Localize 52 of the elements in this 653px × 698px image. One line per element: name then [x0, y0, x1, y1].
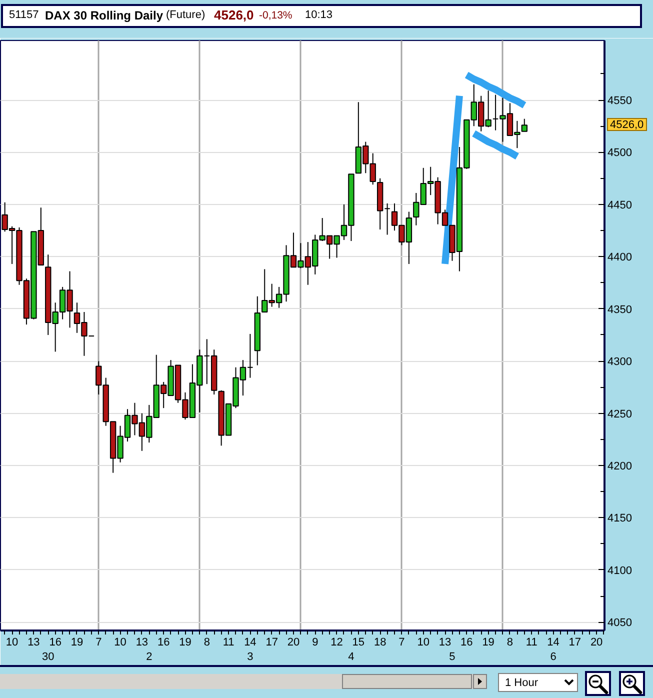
x-tick-label: 20 [590, 636, 603, 648]
x-tick-label: 13 [136, 636, 148, 648]
y-tick-label: 4550 [608, 95, 632, 108]
x-tick-label: 16 [157, 636, 170, 648]
x-tick-label: 13 [28, 636, 40, 648]
x-tick-label: 17 [266, 636, 278, 648]
x-tick-label: 18 [374, 636, 386, 648]
x-tick-label: 14 6 [547, 636, 560, 663]
instrument-code: 51157 [9, 8, 39, 24]
x-tick-label: 5 [449, 650, 456, 663]
x-tick-label: 30 [42, 650, 54, 663]
x-tick-label: 10 [417, 636, 430, 648]
last-price-tag: 4526,0 [607, 118, 647, 131]
y-tick-label: 4250 [608, 408, 632, 420]
x-tick-label: 19 [482, 636, 494, 648]
price-change: -0,13% [259, 8, 292, 24]
x-tick-label: 8 [506, 636, 514, 648]
y-tick-label: 4500 [608, 147, 632, 160]
x-tick-label: 2 [146, 650, 152, 663]
x-tick-label: 19 [70, 636, 84, 648]
x-tick-label: 13 [438, 636, 452, 648]
x-tick-label: 16 [49, 636, 62, 648]
y-tick-label: 4450 [608, 199, 632, 212]
x-tick-label: 4 [348, 650, 354, 663]
y-tick-label: 4200 [608, 460, 632, 473]
x-tick-label: 7 [96, 636, 102, 648]
x-tick-label: 16 [460, 636, 473, 648]
x-tick-label: 11 [526, 636, 538, 648]
x-tick-label: 9 [312, 636, 318, 648]
x-tick-label: 17 [568, 636, 582, 648]
candlestick [521, 118, 528, 132]
x-tick-label: 7 [398, 636, 405, 648]
y-tick-label: 4050 [608, 617, 632, 630]
y-tick-label: 4400 [608, 252, 632, 264]
x-tick-label: 15 [352, 636, 365, 648]
x-tick-label: 14 3 [244, 636, 256, 663]
last-price: 4526,0 [214, 6, 254, 25]
y-tick-label: 4150 [608, 512, 632, 525]
x-tick-label: 12 [330, 636, 343, 648]
y-tick-label: 4100 [608, 564, 632, 577]
interval-dropdown: 1 Hour [498, 673, 578, 692]
y-tick-label: 4300 [608, 356, 632, 368]
x-tick-label: 8 [204, 636, 210, 648]
x-tick-label: 11 [222, 636, 234, 648]
y-tick-label: 4350 [608, 304, 632, 316]
x-tick-label: 10 [114, 636, 126, 648]
chart-subtitle: (Future) [166, 8, 206, 24]
chart-title: DAX 30 Rolling Daily [45, 7, 164, 24]
quote-time: 10:13 [305, 8, 333, 24]
x-tick-label: 19 [179, 636, 192, 648]
x-tick-label: 20 [287, 636, 300, 648]
x-tick-label: 10 [6, 636, 18, 648]
